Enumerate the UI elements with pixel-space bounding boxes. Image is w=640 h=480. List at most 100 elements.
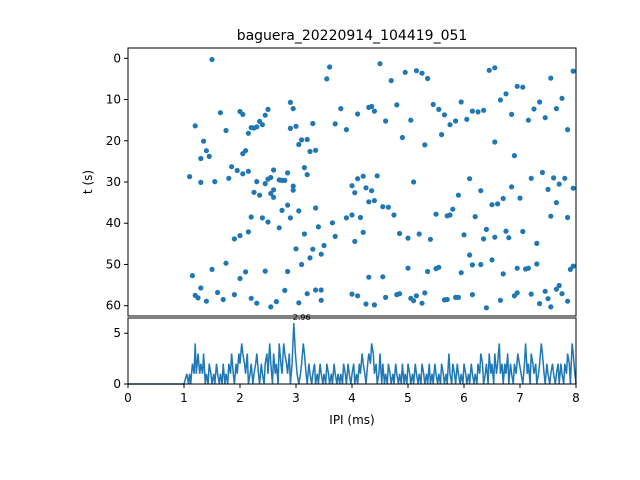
scatter-point bbox=[520, 84, 526, 90]
scatter-point bbox=[187, 174, 193, 180]
scatter-point bbox=[472, 214, 478, 220]
scatter-point bbox=[567, 266, 574, 272]
scatter-point bbox=[545, 186, 551, 192]
scatter-point bbox=[189, 273, 195, 279]
x-tick-label: 4 bbox=[348, 391, 356, 405]
scatter-point bbox=[282, 287, 288, 293]
histogram-y-ticks: 05 bbox=[113, 326, 128, 391]
scatter-point bbox=[411, 179, 417, 185]
scatter-point bbox=[226, 175, 232, 181]
scatter-point bbox=[553, 106, 560, 112]
scatter-point bbox=[416, 231, 422, 237]
scatter-point bbox=[285, 268, 291, 275]
histogram-series bbox=[128, 323, 577, 385]
scatter-point bbox=[492, 139, 498, 145]
scatter-point bbox=[441, 297, 447, 303]
scatter-point bbox=[453, 118, 459, 124]
scatter-point bbox=[461, 232, 467, 238]
scatter-point bbox=[469, 108, 475, 114]
scatter-point bbox=[481, 236, 487, 242]
scatter-point bbox=[464, 116, 470, 122]
scatter-point bbox=[441, 112, 447, 118]
scatter-point bbox=[192, 123, 198, 129]
scatter-point bbox=[467, 252, 473, 258]
scatter-point bbox=[422, 290, 428, 296]
scatter-point bbox=[296, 300, 302, 306]
scatter-point bbox=[301, 231, 307, 237]
y-tick-label: 20 bbox=[106, 134, 121, 148]
scatter-point bbox=[514, 290, 520, 296]
scatter-point bbox=[447, 212, 453, 218]
scatter-point bbox=[570, 68, 576, 74]
scatter-point bbox=[352, 190, 358, 196]
y-tick-label: 10 bbox=[106, 93, 121, 107]
y-tick-label: 0 bbox=[113, 377, 121, 391]
scatter-point bbox=[201, 138, 207, 144]
scatter-point bbox=[349, 183, 355, 189]
scatter-point bbox=[553, 286, 560, 292]
scatter-point bbox=[363, 185, 369, 191]
scatter-point bbox=[419, 300, 425, 306]
scatter-point bbox=[217, 110, 223, 116]
scatter-point bbox=[262, 181, 268, 187]
scatter-point bbox=[215, 289, 221, 296]
scatter-point bbox=[195, 295, 201, 301]
scatter-point bbox=[355, 293, 361, 299]
y-tick-label: 5 bbox=[113, 326, 121, 340]
scatter-point bbox=[287, 99, 293, 105]
scatter-point bbox=[304, 136, 310, 143]
scatter-y-ticks: 0 10 20 30 40 50 60 bbox=[106, 51, 128, 313]
scatter-point bbox=[279, 207, 285, 213]
scatter-point bbox=[203, 298, 209, 304]
scatter-point bbox=[436, 106, 442, 112]
scatter-point bbox=[285, 170, 291, 176]
scatter-point bbox=[279, 177, 285, 183]
scatter-point bbox=[523, 266, 529, 272]
scatter-point bbox=[483, 226, 489, 232]
scatter-point bbox=[304, 172, 310, 178]
x-tick-label: 0 bbox=[124, 391, 132, 405]
scatter-point bbox=[539, 169, 546, 176]
scatter-point bbox=[528, 291, 534, 297]
scatter-point bbox=[453, 294, 459, 300]
scatter-point bbox=[265, 219, 271, 225]
scatter-point bbox=[332, 121, 338, 127]
scatter-point bbox=[318, 287, 324, 293]
scatter-point bbox=[243, 269, 249, 275]
scatter-point bbox=[363, 301, 369, 307]
y-tick-label: 0 bbox=[113, 51, 121, 65]
scatter-point bbox=[486, 67, 492, 73]
scatter-point bbox=[293, 123, 299, 129]
scatter-point bbox=[360, 229, 366, 235]
scatter-point bbox=[397, 230, 403, 237]
y-tick-label: 60 bbox=[106, 299, 121, 313]
scatter-point bbox=[450, 206, 456, 212]
scatter-point bbox=[411, 298, 417, 304]
scatter-point bbox=[374, 173, 380, 179]
scatter-point bbox=[380, 274, 386, 280]
scatter-point bbox=[548, 75, 554, 81]
scatter-point bbox=[268, 304, 274, 310]
scatter-point bbox=[318, 297, 324, 303]
scatter-point bbox=[562, 175, 568, 181]
scatter-point bbox=[366, 199, 372, 205]
scatter-point bbox=[343, 127, 349, 133]
scatter-point bbox=[545, 296, 551, 302]
scatter-point bbox=[254, 124, 260, 130]
y-tick-label: 50 bbox=[106, 257, 121, 271]
scatter-point bbox=[511, 153, 517, 159]
scatter-point bbox=[321, 242, 327, 249]
scatter-point bbox=[357, 214, 363, 221]
scatter-point bbox=[352, 238, 358, 244]
scatter-point bbox=[495, 201, 501, 207]
scatter-point bbox=[296, 208, 302, 214]
scatter-point bbox=[514, 265, 520, 271]
y-tick-label: 40 bbox=[106, 216, 121, 230]
scatter-point bbox=[380, 204, 386, 210]
histogram-x-axis-label: IPI (ms) bbox=[329, 413, 374, 427]
scatter-y-axis-label: t (s) bbox=[81, 170, 95, 194]
scatter-point bbox=[360, 173, 366, 179]
scatter-point bbox=[285, 202, 291, 208]
scatter-point bbox=[402, 69, 408, 75]
scatter-point bbox=[385, 204, 391, 210]
